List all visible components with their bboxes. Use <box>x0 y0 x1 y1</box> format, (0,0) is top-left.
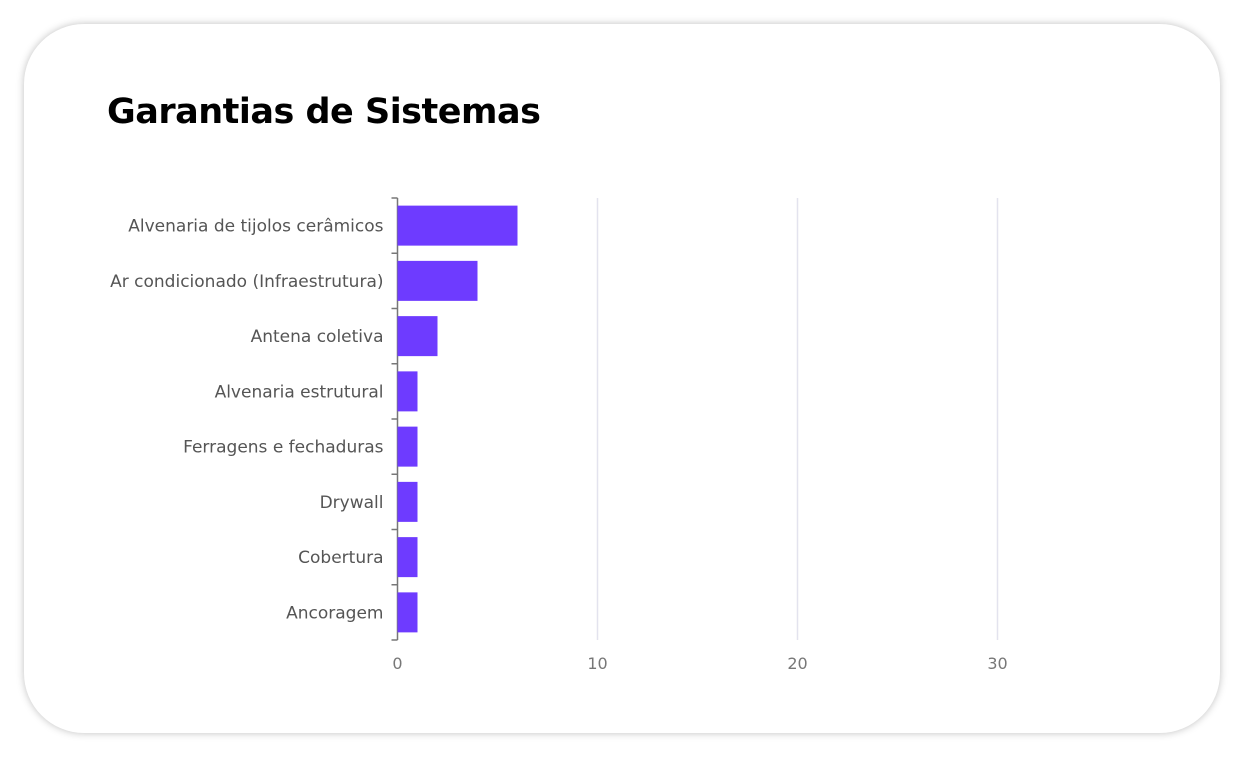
category-label: Ar condicionado (Infraestrutura) <box>110 272 383 292</box>
x-tick-label: 0 <box>392 654 402 673</box>
chart-card <box>24 24 1220 733</box>
bar <box>397 481 418 522</box>
category-label: Ferragens e fechaduras <box>183 438 384 458</box>
bar <box>397 260 478 301</box>
bar <box>397 537 418 578</box>
category-label: Drywall <box>320 493 384 513</box>
category-label: Alvenaria estrutural <box>215 382 384 402</box>
bar <box>397 592 418 633</box>
bar <box>397 371 418 412</box>
bar <box>397 426 418 467</box>
chart-title: Garantias de Sistemas <box>107 92 541 132</box>
category-label: Antena coletiva <box>251 327 384 347</box>
category-label: Cobertura <box>298 548 383 568</box>
category-label: Ancoragem <box>286 603 383 623</box>
x-tick-label: 20 <box>787 654 807 673</box>
bar <box>397 205 518 246</box>
category-label: Alvenaria de tijolos cerâmicos <box>128 217 383 237</box>
x-tick-label: 10 <box>587 654 607 673</box>
x-tick-label: 30 <box>987 654 1007 673</box>
bar <box>397 316 438 357</box>
